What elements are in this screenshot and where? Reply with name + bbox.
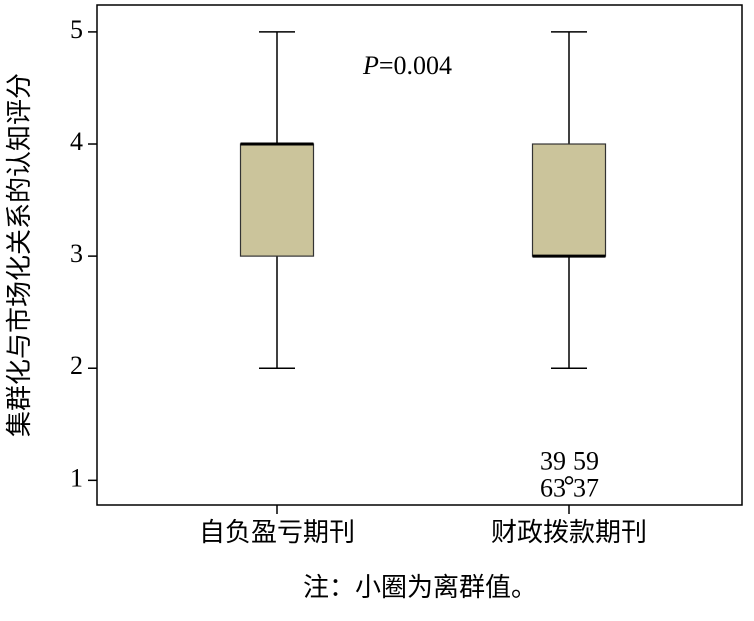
outlier-label: 59 bbox=[573, 446, 599, 475]
note: 注：小圈为离群值。 bbox=[303, 573, 537, 602]
y-tick-label: 2 bbox=[70, 351, 83, 380]
x-tick-label: 财政拨款期刊 bbox=[491, 518, 647, 547]
outlier bbox=[564, 476, 574, 485]
box bbox=[239, 143, 315, 257]
box bbox=[531, 143, 607, 257]
y-tick-label: 1 bbox=[70, 463, 83, 492]
y-axis-label: 集群化与市场化关系的认知评分 bbox=[5, 73, 34, 437]
outlier-label: 63 bbox=[540, 473, 566, 502]
y-tick-label: 4 bbox=[70, 127, 83, 156]
annotation-symbol: P bbox=[362, 51, 379, 80]
outlier-label: 37 bbox=[573, 473, 599, 502]
y-tick-label: 5 bbox=[70, 15, 83, 44]
outlier-label: 39 bbox=[540, 446, 566, 475]
x-tick-label: 自负盈亏期刊 bbox=[199, 518, 355, 547]
annotation-value: =0.004 bbox=[379, 51, 452, 80]
plot-frame bbox=[96, 4, 743, 506]
annotation: P=0.004 bbox=[362, 51, 452, 80]
y-tick-label: 3 bbox=[70, 239, 83, 268]
